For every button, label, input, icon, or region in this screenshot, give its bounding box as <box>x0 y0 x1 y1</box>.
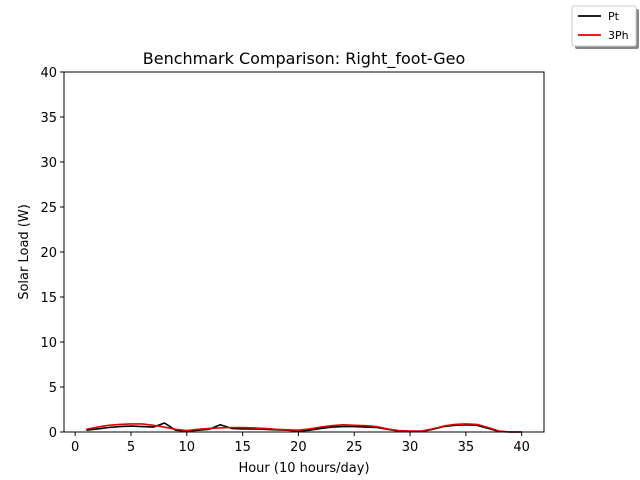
y-axis: 0 5 10 15 20 25 30 35 40 <box>40 66 64 441</box>
y-tick-label: 20 <box>40 246 57 261</box>
series-layer <box>86 422 522 433</box>
y-tick-label: 10 <box>40 336 57 351</box>
y-tick-label: 15 <box>40 291 57 306</box>
y-tick-label: 35 <box>40 111 57 126</box>
x-tick-label: 10 <box>179 440 196 455</box>
x-tick-label: 5 <box>127 440 135 455</box>
x-tick-label: 20 <box>290 440 307 455</box>
y-tick-label: 0 <box>49 426 57 441</box>
series-line-3ph <box>86 423 522 433</box>
plot-frame <box>63 71 545 433</box>
legend-label-pt: Pt <box>608 10 620 23</box>
y-axis-label: Solar Load (W) <box>17 204 32 300</box>
x-tick-label: 25 <box>346 440 363 455</box>
x-tick-label: 35 <box>458 440 475 455</box>
legend-label-3ph: 3Ph <box>608 29 629 42</box>
y-tick-label: 5 <box>49 381 57 396</box>
x-tick-label: 15 <box>234 440 251 455</box>
x-tick-label: 40 <box>513 440 530 455</box>
x-tick-label: 0 <box>71 440 79 455</box>
y-tick-label: 30 <box>40 156 57 171</box>
legend: Pt 3Ph <box>571 5 639 49</box>
y-tick-label: 25 <box>40 201 57 216</box>
y-tick-label: 40 <box>40 66 57 81</box>
x-axis-label: Hour (10 hours/day) <box>238 461 369 476</box>
x-axis: 0 5 10 15 20 25 30 35 40 <box>71 432 530 455</box>
x-tick-label: 30 <box>402 440 419 455</box>
chart-title: Benchmark Comparison: Right_foot-Geo <box>143 49 466 69</box>
